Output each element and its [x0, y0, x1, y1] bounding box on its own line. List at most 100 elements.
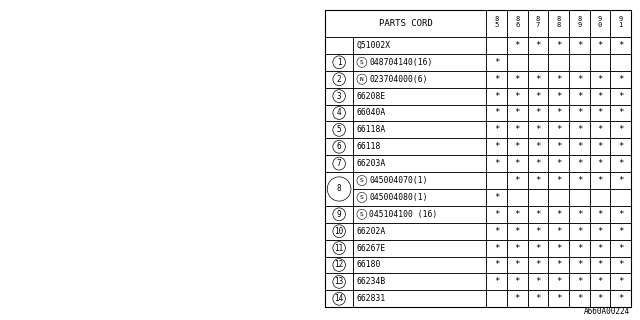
Text: *: * — [536, 244, 541, 252]
Text: 8
9: 8 9 — [577, 16, 582, 28]
Bar — [486, 290, 507, 307]
Text: 8: 8 — [337, 184, 341, 194]
Text: 9
1: 9 1 — [619, 16, 623, 28]
Bar — [528, 273, 548, 290]
Bar — [611, 206, 631, 223]
Bar — [486, 273, 507, 290]
Bar — [589, 71, 611, 88]
Text: 9: 9 — [337, 210, 341, 219]
Bar — [325, 240, 353, 257]
Bar — [611, 88, 631, 105]
Text: *: * — [577, 176, 582, 185]
Text: 66267E: 66267E — [357, 244, 386, 252]
Bar — [507, 37, 528, 54]
Bar — [589, 172, 611, 189]
Text: 7: 7 — [337, 159, 341, 168]
Bar — [569, 121, 589, 138]
Text: *: * — [597, 227, 603, 236]
Text: 662831: 662831 — [357, 294, 386, 303]
Text: *: * — [515, 277, 520, 286]
Bar — [507, 223, 528, 240]
Bar — [589, 37, 611, 54]
Bar — [353, 189, 486, 206]
Text: *: * — [597, 92, 603, 100]
Bar — [528, 54, 548, 71]
Bar — [548, 155, 569, 172]
Bar — [507, 10, 528, 37]
Text: *: * — [597, 159, 603, 168]
Text: *: * — [515, 41, 520, 50]
Bar — [528, 10, 548, 37]
Bar — [548, 290, 569, 307]
Bar — [589, 105, 611, 121]
Text: *: * — [618, 294, 623, 303]
Text: *: * — [597, 294, 603, 303]
Bar — [486, 172, 507, 189]
Text: *: * — [494, 142, 499, 151]
Text: 5: 5 — [337, 125, 341, 134]
Text: *: * — [577, 159, 582, 168]
Bar — [353, 155, 486, 172]
Bar — [611, 37, 631, 54]
Bar — [589, 88, 611, 105]
Text: *: * — [556, 244, 561, 252]
Text: *: * — [536, 41, 541, 50]
Text: *: * — [536, 125, 541, 134]
Text: *: * — [494, 244, 499, 252]
Bar — [548, 273, 569, 290]
Bar — [486, 105, 507, 121]
Bar — [507, 273, 528, 290]
Text: 66180: 66180 — [357, 260, 381, 269]
Bar — [486, 155, 507, 172]
Bar — [325, 10, 486, 37]
Text: *: * — [618, 159, 623, 168]
Text: 4: 4 — [337, 108, 341, 117]
Bar — [548, 223, 569, 240]
Bar — [528, 37, 548, 54]
Bar — [569, 138, 589, 155]
Text: *: * — [556, 260, 561, 269]
Bar — [548, 206, 569, 223]
Bar — [528, 105, 548, 121]
Text: *: * — [536, 75, 541, 84]
Bar — [548, 240, 569, 257]
Text: *: * — [536, 108, 541, 117]
Bar — [569, 10, 589, 37]
Text: *: * — [515, 244, 520, 252]
Bar — [548, 10, 569, 37]
Bar — [611, 240, 631, 257]
Text: *: * — [618, 125, 623, 134]
Text: 66118: 66118 — [357, 142, 381, 151]
Bar — [569, 54, 589, 71]
Text: *: * — [597, 210, 603, 219]
Bar — [611, 257, 631, 273]
Text: 66118A: 66118A — [357, 125, 386, 134]
Text: *: * — [618, 210, 623, 219]
Text: 66202A: 66202A — [357, 227, 386, 236]
Bar — [548, 105, 569, 121]
Bar — [611, 138, 631, 155]
Bar — [589, 257, 611, 273]
Text: *: * — [597, 75, 603, 84]
Text: *: * — [597, 244, 603, 252]
Bar — [325, 223, 353, 240]
Bar — [569, 290, 589, 307]
Text: *: * — [536, 159, 541, 168]
Bar — [486, 223, 507, 240]
Bar — [507, 172, 528, 189]
Bar — [569, 206, 589, 223]
Bar — [507, 206, 528, 223]
Bar — [528, 257, 548, 273]
Bar — [528, 290, 548, 307]
Bar — [589, 155, 611, 172]
Bar — [325, 206, 353, 223]
Text: *: * — [577, 210, 582, 219]
Bar — [353, 37, 486, 54]
Text: *: * — [618, 260, 623, 269]
Text: *: * — [494, 92, 499, 100]
Text: 6: 6 — [337, 142, 341, 151]
Bar — [569, 155, 589, 172]
Text: *: * — [556, 277, 561, 286]
Text: *: * — [577, 277, 582, 286]
Text: 9
0: 9 0 — [598, 16, 602, 28]
